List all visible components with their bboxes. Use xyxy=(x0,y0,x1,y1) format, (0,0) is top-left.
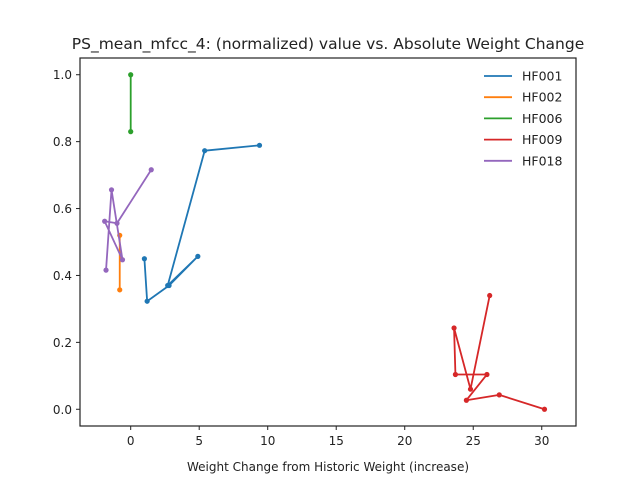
x-tick-label: 30 xyxy=(534,434,549,448)
x-tick-label: 0 xyxy=(127,434,135,448)
data-point xyxy=(128,129,134,135)
x-tick-label: 25 xyxy=(466,434,481,448)
legend-label: HF001 xyxy=(522,69,562,84)
series-line xyxy=(453,295,545,411)
legend-label: HF009 xyxy=(522,132,562,147)
x-axis: 0 5 10 15 20 25 30 xyxy=(127,426,549,448)
y-tick-label: 0.8 xyxy=(53,135,72,149)
chart-title: PS_mean_mfcc_4: (normalized) value vs. A… xyxy=(72,35,584,54)
data-point xyxy=(165,282,171,289)
data-point xyxy=(148,167,154,173)
legend-item: HF002 xyxy=(484,90,562,105)
data-point xyxy=(202,148,208,154)
data-point xyxy=(128,72,134,78)
axes-frame xyxy=(79,57,577,427)
series-hf001 xyxy=(141,142,263,304)
y-tick-label: 0.4 xyxy=(53,269,72,283)
series-hf006 xyxy=(128,72,134,135)
data-point xyxy=(114,220,120,226)
x-tick-label: 5 xyxy=(195,434,203,448)
series-hf009 xyxy=(451,292,548,412)
y-tick-label: 1.0 xyxy=(53,68,72,82)
legend-item: HF006 xyxy=(484,111,562,126)
x-tick-label: 10 xyxy=(260,434,275,448)
legend-item: HF018 xyxy=(484,153,562,168)
y-tick-label: 0.0 xyxy=(53,403,72,417)
data-point xyxy=(141,256,147,262)
legend-item: HF009 xyxy=(484,132,562,147)
data-point xyxy=(484,371,490,378)
legend-label: HF006 xyxy=(522,111,562,126)
x-axis-label: Weight Change from Historic Weight (incr… xyxy=(187,460,469,474)
data-point xyxy=(467,386,474,392)
data-point xyxy=(103,267,109,273)
y-tick-label: 0.6 xyxy=(53,202,72,216)
x-tick-label: 15 xyxy=(329,434,344,448)
legend-item: HF001 xyxy=(484,69,562,84)
y-tick-label: 0.2 xyxy=(53,336,72,350)
data-point xyxy=(452,371,459,378)
data-point xyxy=(541,406,548,412)
data-point xyxy=(195,253,201,259)
data-point xyxy=(451,325,457,331)
legend-label: HF018 xyxy=(522,153,562,168)
data-point xyxy=(487,292,493,299)
legend-label: HF002 xyxy=(522,90,562,105)
data-point xyxy=(119,257,126,263)
series-line xyxy=(143,144,260,303)
data-point xyxy=(144,298,150,304)
plot-area xyxy=(102,72,548,412)
data-point xyxy=(102,218,108,224)
series-hf018 xyxy=(102,167,154,273)
data-point xyxy=(496,392,502,398)
data-point xyxy=(117,287,123,293)
x-tick-label: 20 xyxy=(397,434,412,448)
y-axis: 0.0 0.2 0.4 0.6 0.8 1.0 xyxy=(53,68,80,417)
data-point xyxy=(463,397,469,403)
data-point xyxy=(256,142,263,148)
legend: HF001 HF002 HF006 HF009 HF018 xyxy=(484,69,562,168)
series-line xyxy=(103,169,153,271)
data-point xyxy=(108,187,115,193)
